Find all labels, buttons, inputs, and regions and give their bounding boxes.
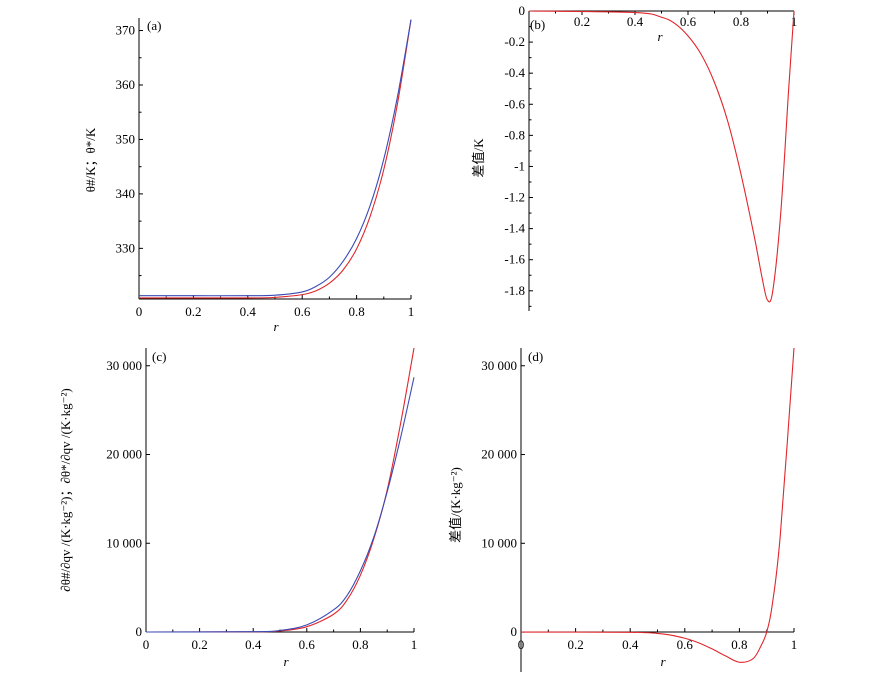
series-line-blue: [138, 19, 412, 297]
x-tick-label: 0: [143, 637, 150, 652]
panel-label: (a): [147, 18, 161, 33]
x-tick-label: 0.6: [677, 637, 694, 652]
y-axis-label: 差值/K: [471, 138, 486, 178]
series-line-red: [520, 347, 795, 663]
panel-c: 0 10 000 20 000 30 000 0 0.2 0.4 0.6 0.8 1 r ∂θ#/∂q…: [58, 347, 418, 669]
x-tick-label: 0: [136, 304, 143, 319]
y-tick-label: -1.4: [504, 221, 525, 236]
x-tick-label: 0.4: [622, 637, 639, 652]
y-axis-label: θ#/K；θ*/K: [83, 127, 99, 192]
x-tick-label: 0: [518, 637, 525, 652]
x-tick-label: 1: [408, 304, 415, 319]
y-tick-label: 0: [511, 624, 518, 639]
y-axis-label: ∂θ#/∂qv /(K·kg⁻²)；∂θ*/∂qv /(K·kg⁻²): [58, 388, 74, 591]
y-tick-label: 20 000: [106, 447, 142, 462]
y-tick-label: -0.2: [504, 34, 525, 49]
panel-b: 0 -0.2 -0.4 -0.6 -0.8 -1 -1.2 -1.4 -1.6 -1.8 0.2 0.…: [471, 3, 797, 311]
x-tick-label: 0.6: [294, 304, 311, 319]
panel-d: 0 10 000 20 000 30 000 0 0.2 0.4 0.6 0.8 1 r 差值/(K·…: [448, 347, 798, 672]
series-line-red: [138, 19, 412, 299]
y-tick-label: 340: [116, 186, 136, 201]
y-tick-label: -0.8: [504, 127, 525, 142]
x-axis-label: r: [283, 654, 289, 669]
y-tick-label: 0: [136, 624, 143, 639]
x-tick-label: 0.6: [680, 14, 697, 29]
y-tick-label: 360: [116, 77, 136, 92]
x-tick-label: 0.2: [191, 637, 207, 652]
x-tick-label: 1: [791, 14, 798, 29]
series-line-blue: [145, 377, 415, 633]
x-tick-label: 0.8: [352, 637, 368, 652]
y-tick-label: -0.6: [504, 96, 525, 111]
x-tick-label: 0.6: [299, 637, 316, 652]
x-tick-label: 0.2: [567, 637, 583, 652]
x-tick-label: 0.2: [185, 304, 201, 319]
x-axis-label: r: [273, 319, 279, 334]
y-tick-label: 30 000: [106, 358, 142, 373]
x-tick-label: 0.4: [627, 14, 644, 29]
y-tick-label: -1.8: [504, 283, 525, 298]
x-tick-label: 1: [411, 637, 418, 652]
x-axis-label: r: [660, 654, 666, 669]
series-line-red: [528, 10, 795, 303]
y-tick-label: 30 000: [481, 358, 517, 373]
y-tick-label: 330: [116, 240, 136, 255]
y-tick-label: 370: [116, 23, 136, 38]
x-tick-label: 0.8: [348, 304, 364, 319]
x-tick-label: 0.4: [240, 304, 257, 319]
panel-label: (c): [152, 349, 166, 364]
x-tick-label: 0.8: [733, 14, 749, 29]
y-tick-label: 350: [116, 131, 136, 146]
y-tick-label: 20 000: [481, 447, 517, 462]
y-axis-label: 差值/(K·kg⁻²): [448, 467, 463, 543]
x-tick-label: 1: [791, 637, 798, 652]
x-axis-label: r: [657, 29, 663, 44]
y-tick-label: 10 000: [481, 535, 517, 550]
y-tick-label: -0.4: [504, 65, 525, 80]
x-tick-label: 0.8: [731, 637, 747, 652]
y-tick-label: 0: [519, 3, 526, 18]
panel-label: (d): [528, 349, 543, 364]
x-tick-label: 0.4: [245, 637, 262, 652]
series-line-red: [145, 347, 415, 633]
x-tick-label: 0.2: [574, 14, 590, 29]
y-tick-label: -1: [514, 158, 525, 173]
panel-a: 330 340 350 360 370 0 0.2 0.4 0.6 0.8 1 r θ#/K；θ*/K (…: [83, 18, 414, 334]
panel-label: (b): [530, 17, 545, 32]
y-tick-label: -1.2: [504, 190, 525, 205]
y-tick-label: 10 000: [106, 535, 142, 550]
y-tick-label: -1.6: [504, 252, 525, 267]
